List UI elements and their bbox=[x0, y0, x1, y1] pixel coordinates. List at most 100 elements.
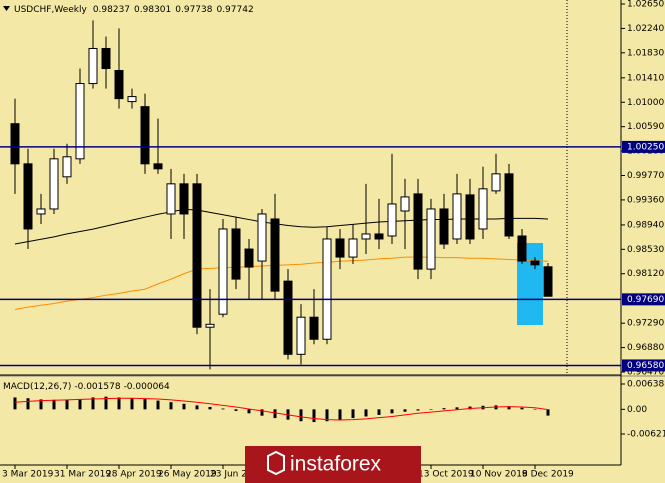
candle-body bbox=[192, 183, 202, 328]
macd-bar bbox=[442, 408, 446, 410]
candle-body bbox=[517, 235, 527, 262]
candle-body bbox=[504, 173, 514, 237]
macd-bar bbox=[299, 409, 303, 422]
candle-body bbox=[400, 196, 410, 212]
candle-body bbox=[543, 266, 553, 297]
candle-body bbox=[114, 70, 124, 100]
menu-arrow bbox=[3, 6, 10, 11]
macd-bar bbox=[403, 409, 407, 412]
candle-body bbox=[205, 323, 215, 328]
x-tick-label: 13 Oct 2019 bbox=[418, 470, 474, 480]
candle-body bbox=[23, 163, 33, 230]
candle-body bbox=[218, 228, 228, 315]
level-label-box bbox=[622, 293, 665, 306]
candle-body bbox=[413, 193, 423, 270]
candle-body bbox=[140, 106, 150, 165]
macd-bar bbox=[507, 406, 511, 410]
symbol: USDCHF,Weekly bbox=[14, 5, 87, 15]
macd-bar bbox=[273, 409, 277, 419]
overlay-line bbox=[14, 256, 549, 310]
macd-bar bbox=[65, 399, 69, 410]
candle-body bbox=[335, 238, 345, 258]
y-tick-label: 1.02240 bbox=[627, 24, 664, 34]
y-tick-label: 0.99360 bbox=[627, 195, 664, 205]
candle-body bbox=[179, 183, 189, 215]
candle-body bbox=[10, 123, 20, 165]
candle-body bbox=[348, 238, 358, 258]
candle-body bbox=[283, 280, 293, 355]
macd-tick-label: 0.00 bbox=[627, 405, 647, 415]
candle-body bbox=[452, 193, 462, 240]
candle-body bbox=[478, 188, 488, 230]
x-tick-label: 8 Dec 2019 bbox=[522, 470, 574, 480]
x-tick-label: 26 May 2019 bbox=[158, 470, 217, 480]
macd-bar bbox=[156, 400, 160, 410]
macd-bar bbox=[52, 399, 56, 410]
macd-bar bbox=[26, 398, 30, 410]
candle-body bbox=[49, 158, 59, 210]
y-tick-label: 0.96470 bbox=[627, 368, 664, 378]
y-tick-label: 0.96880 bbox=[627, 343, 664, 353]
macd-tick-label: -0.006216 bbox=[627, 430, 665, 440]
candle-body bbox=[465, 194, 475, 240]
candle-body bbox=[127, 96, 137, 103]
macd-bar bbox=[169, 402, 173, 410]
level-label-box bbox=[622, 140, 665, 153]
y-tick-label: 0.98530 bbox=[627, 245, 664, 255]
macd-bar bbox=[416, 409, 420, 411]
candle-body bbox=[309, 316, 319, 340]
candle-body bbox=[153, 163, 163, 170]
candle-body bbox=[62, 156, 72, 178]
watermark-text: instaforex bbox=[290, 453, 382, 476]
candle-body bbox=[296, 316, 306, 355]
candle-body bbox=[231, 228, 241, 280]
macd-bar bbox=[520, 407, 524, 410]
open-value: 0.98237 bbox=[93, 5, 130, 15]
level-label-box bbox=[622, 359, 665, 372]
y-tick-label: 0.98120 bbox=[627, 269, 664, 279]
macd-bar bbox=[39, 399, 43, 410]
candle-body bbox=[166, 183, 176, 215]
macd-bar bbox=[260, 409, 264, 416]
macd-bar bbox=[195, 405, 199, 410]
price-pane bbox=[10, 0, 568, 374]
candle-body bbox=[36, 208, 46, 215]
macd-tick-label: 0.006388 bbox=[627, 380, 665, 390]
candle-body bbox=[322, 238, 332, 340]
close-value: 0.97742 bbox=[216, 5, 253, 15]
signal-line bbox=[14, 397, 549, 421]
x-tick-label: 31 Mar 2019 bbox=[54, 470, 111, 480]
watermark: instaforex bbox=[245, 446, 421, 483]
macd-bar bbox=[78, 399, 82, 410]
macd-bar bbox=[468, 406, 472, 410]
macd-pane bbox=[13, 396, 550, 423]
candle-body bbox=[361, 233, 371, 240]
signal-value: -0.000064 bbox=[124, 382, 170, 392]
macd-bar bbox=[117, 397, 121, 410]
x-tick-label: 23 Jun 2019 bbox=[210, 470, 264, 480]
macd-bar bbox=[533, 408, 537, 410]
candle-body bbox=[387, 203, 397, 237]
macd-bar bbox=[208, 406, 212, 410]
macd-bar bbox=[377, 409, 381, 415]
low-value: 0.97738 bbox=[175, 5, 212, 15]
macd-bar bbox=[91, 397, 95, 410]
candle-body bbox=[491, 173, 501, 192]
y-tick-label: 1.01830 bbox=[627, 48, 664, 58]
candle-body bbox=[101, 47, 111, 70]
macd-bar bbox=[429, 409, 433, 410]
level-label: 0.96580 bbox=[627, 361, 664, 371]
candle-body bbox=[374, 233, 384, 240]
y-tick-label: 1.02650 bbox=[627, 0, 664, 10]
candle-body bbox=[270, 218, 280, 292]
candle-body bbox=[530, 260, 540, 266]
macd-bar bbox=[455, 407, 459, 410]
high-value: 0.98301 bbox=[134, 5, 171, 15]
level-label: 0.97690 bbox=[627, 295, 664, 305]
level-label: 1.00250 bbox=[627, 142, 664, 152]
macd-bar bbox=[182, 403, 186, 410]
